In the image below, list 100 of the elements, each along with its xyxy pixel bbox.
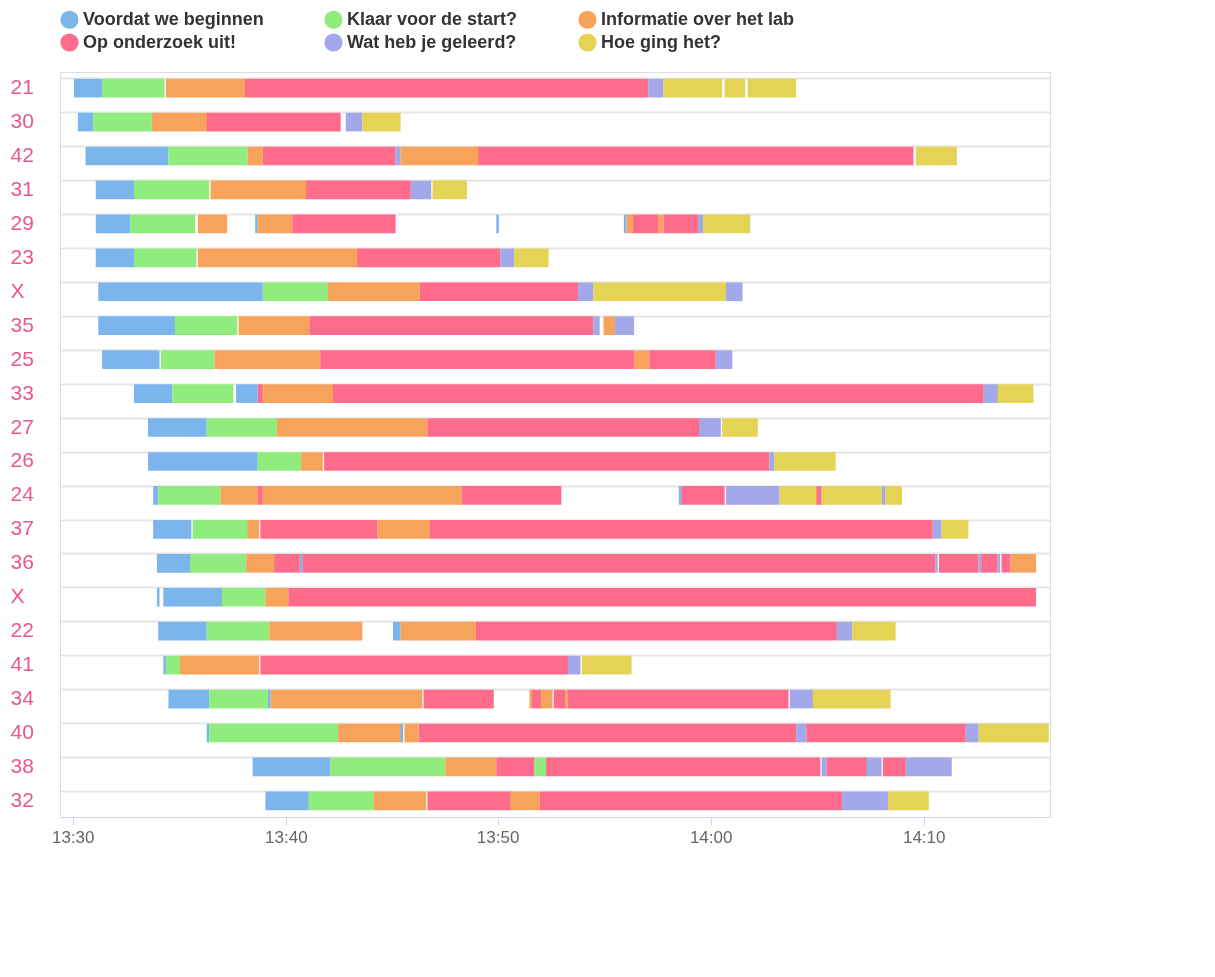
bar — [206, 112, 341, 132]
bar — [774, 452, 836, 471]
bar — [769, 452, 775, 471]
bar — [327, 282, 420, 302]
y-tick-label: 23 — [10, 244, 34, 268]
legend-label: Informatie over het lab — [601, 8, 795, 29]
bar — [427, 791, 512, 811]
bar — [302, 553, 936, 573]
bar — [308, 791, 374, 811]
bar — [935, 553, 938, 573]
bar — [247, 520, 260, 539]
bar — [697, 214, 703, 234]
bar — [546, 757, 821, 777]
bar — [267, 689, 271, 709]
bar — [410, 180, 432, 200]
bar — [265, 587, 289, 607]
bar — [796, 723, 807, 743]
legend-label: Klaar voor de start? — [347, 8, 518, 29]
bar — [577, 282, 594, 302]
bar — [565, 689, 568, 709]
bar — [779, 486, 818, 505]
bar — [905, 757, 952, 777]
x-tick-label: 14:00 — [689, 827, 733, 847]
bar — [593, 282, 726, 302]
bar — [160, 350, 215, 369]
bar — [269, 621, 363, 641]
bar — [747, 78, 797, 98]
bar — [179, 655, 260, 675]
y-tick-label: 38 — [10, 753, 34, 777]
bar — [338, 723, 402, 743]
y-tick-label: 35 — [10, 312, 34, 336]
bar — [333, 384, 984, 403]
y-tick-label: 42 — [10, 143, 34, 166]
bar — [941, 520, 969, 539]
bar — [1001, 553, 1011, 573]
bar — [163, 587, 223, 607]
bar — [445, 757, 497, 777]
bar — [255, 214, 258, 234]
bar — [826, 757, 868, 777]
bar — [806, 723, 966, 743]
y-tick-label: 40 — [10, 720, 34, 743]
bar — [593, 316, 600, 336]
bar — [262, 384, 334, 403]
bar — [345, 112, 363, 132]
bar — [206, 418, 277, 437]
bar — [392, 621, 401, 641]
bar — [77, 112, 94, 132]
y-tick-label: X — [10, 584, 25, 608]
bar — [532, 689, 541, 709]
bar — [362, 112, 401, 132]
bar — [496, 214, 499, 234]
bar — [98, 316, 177, 336]
bar — [168, 146, 248, 166]
bar — [567, 689, 789, 709]
bar — [320, 350, 635, 369]
bar — [174, 316, 238, 336]
bar — [842, 791, 888, 811]
bar — [220, 486, 258, 505]
bar — [534, 757, 547, 777]
y-tick-label: 41 — [10, 652, 34, 676]
bar — [427, 418, 701, 437]
bar — [270, 689, 423, 709]
bar — [725, 486, 780, 505]
y-tick-label: 27 — [10, 414, 34, 438]
bar — [373, 791, 427, 811]
bar — [603, 316, 615, 336]
bar — [981, 553, 998, 573]
bar — [821, 757, 827, 777]
bar — [634, 350, 650, 369]
bar — [510, 791, 540, 811]
bar — [882, 757, 906, 777]
bar — [816, 486, 822, 505]
bar — [247, 146, 263, 166]
y-tick-label: 37 — [10, 516, 34, 540]
bar — [222, 587, 266, 607]
bar — [978, 723, 1049, 743]
bar — [330, 757, 446, 777]
bar — [98, 282, 263, 302]
bar — [257, 486, 263, 505]
bar — [836, 621, 853, 641]
legend-label: Wat heb je geleerd? — [347, 31, 517, 52]
bar — [432, 180, 467, 200]
bar — [423, 689, 494, 709]
bar — [395, 146, 401, 166]
bar — [95, 180, 134, 200]
y-tick-label: 32 — [10, 787, 34, 811]
bar — [209, 689, 268, 709]
bar — [95, 248, 134, 268]
bar — [461, 486, 562, 505]
bar — [262, 486, 462, 505]
bar — [715, 350, 733, 369]
x-tick-label: 13:40 — [265, 827, 308, 847]
y-tick-label: 25 — [10, 346, 34, 370]
bar — [151, 112, 208, 132]
bar — [626, 214, 633, 234]
bar — [852, 621, 896, 641]
x-tick-label: 14:10 — [902, 827, 946, 847]
y-tick-label: 24 — [10, 482, 35, 506]
x-tick-label: 13:50 — [476, 827, 520, 847]
bar — [540, 689, 553, 709]
